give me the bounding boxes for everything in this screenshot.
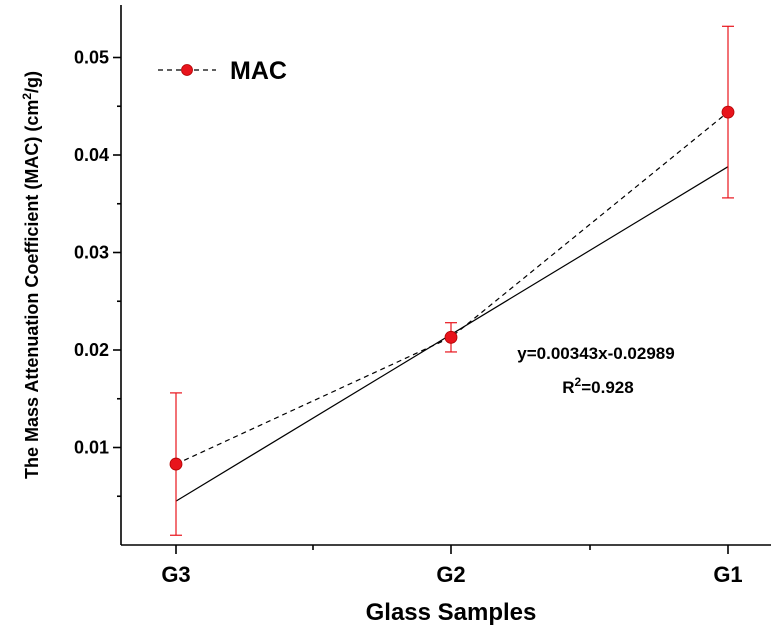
y-tick-label: 0.02 xyxy=(74,340,109,360)
data-point xyxy=(169,457,183,471)
y-axis-title-end: /g) xyxy=(22,71,42,93)
fit-r2: R2=0.928 xyxy=(562,375,633,397)
y-axis-title-main: The Mass Attenuation Coefficient (MAC) (… xyxy=(22,100,42,479)
data-point xyxy=(721,105,735,119)
x-axis-title: Glass Samples xyxy=(366,599,537,626)
x-tick-label: G3 xyxy=(161,562,190,587)
y-tick-label: 0.01 xyxy=(74,438,109,458)
fit-r2-sup: 2 xyxy=(575,375,582,389)
y-tick-label: 0.03 xyxy=(74,243,109,263)
x-tick-label: G1 xyxy=(713,562,742,587)
legend-label: MAC xyxy=(230,57,287,85)
fit-r2-prefix: R xyxy=(562,378,574,397)
legend: MAC xyxy=(158,57,287,85)
ticks: 0.01 0.02 0.03 0.04 0.05 G3 G2 G1 xyxy=(74,48,743,588)
y-axis-title-sup: 2 xyxy=(20,93,34,100)
y-tick-label: 0.05 xyxy=(74,48,109,68)
y-tick-label: 0.04 xyxy=(74,145,109,165)
axes xyxy=(120,5,771,546)
series-line xyxy=(175,111,729,465)
y-axis-title: The Mass Attenuation Coefficient (MAC) (… xyxy=(20,71,42,479)
data-point xyxy=(444,330,458,344)
fit-r2-value: =0.928 xyxy=(581,378,633,397)
fit-annotation: y=0.00343x-0.02989 R2=0.928 xyxy=(517,344,674,397)
x-tick-label: G2 xyxy=(436,562,465,587)
series-layer xyxy=(169,25,735,536)
legend-marker xyxy=(181,64,193,76)
fit-equation: y=0.00343x-0.02989 xyxy=(517,344,674,363)
